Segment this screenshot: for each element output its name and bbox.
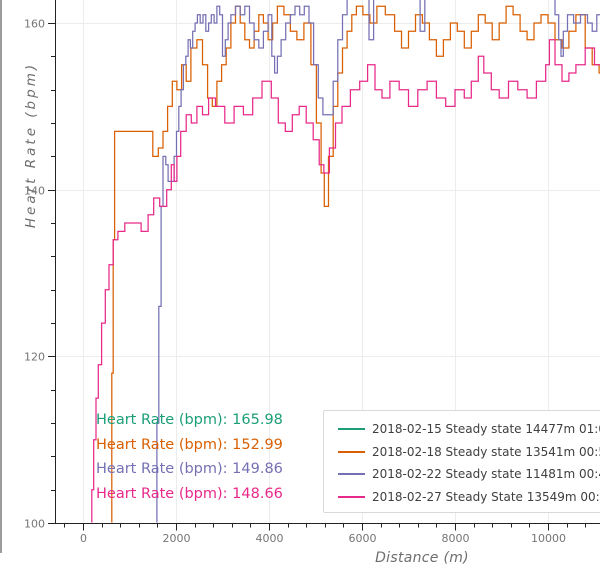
y-tick-label: 120	[24, 351, 45, 364]
x-tick-label: 10000	[531, 532, 566, 545]
window-edge	[0, 0, 2, 553]
x-axis-title: Distance (m)	[375, 550, 469, 566]
legend-item-label: 2018-02-15 Steady state 14477m 01:00:2	[372, 422, 600, 437]
legend-item-2018-02-27[interactable]: 2018-02-27 Steady State 13549m 00:56:4	[338, 486, 600, 509]
y-tick-label: 100	[24, 518, 45, 531]
x-tick-label: 8000	[442, 532, 470, 545]
x-tick-label: 6000	[349, 532, 377, 545]
legend-item-label: 2018-02-22 Steady state 11481m 00:49:1	[372, 467, 600, 482]
legend-line-swatch	[338, 495, 365, 498]
series-line-2018-02-18	[110, 5, 600, 523]
legend-item-label: 2018-02-27 Steady State 13549m 00:56:4	[372, 489, 600, 504]
legend-line-swatch	[338, 450, 365, 453]
chart-legend: 2018-02-15 Steady state 14477m 01:00:2 2…	[323, 410, 600, 513]
x-tick-label: 0	[80, 532, 87, 545]
legend-line-swatch	[338, 473, 365, 476]
legend-line-swatch	[338, 428, 365, 431]
legend-item-2018-02-15[interactable]: 2018-02-15 Steady state 14477m 01:00:2	[338, 418, 600, 441]
y-tick-label: 140	[24, 185, 45, 198]
value-label-2018-02-22: Heart Rate (bpm): 149.86	[96, 461, 283, 478]
value-label-2018-02-15: Heart Rate (bpm): 165.98	[96, 412, 283, 428]
legend-item-2018-02-18[interactable]: 2018-02-18 Steady state 13541m 00:56:0	[338, 441, 600, 464]
y-axis-title: Heart Rate (bpm)	[23, 61, 39, 229]
value-label-2018-02-18: Heart Rate (bpm): 152.99	[96, 436, 283, 453]
x-tick-label: 2000	[163, 532, 191, 545]
x-tick-label: 4000	[256, 532, 284, 545]
series-line-2018-02-27	[90, 39, 600, 523]
value-label-2018-02-27: Heart Rate (bpm): 148.66	[96, 486, 283, 503]
y-tick-label: 160	[24, 18, 45, 31]
legend-item-label: 2018-02-18 Steady state 13541m 00:56:0	[372, 444, 600, 459]
hover-value-readout: Heart Rate (bpm): 165.98 Heart Rate (bpm…	[96, 408, 283, 507]
legend-item-2018-02-22[interactable]: 2018-02-22 Steady state 11481m 00:49:1	[338, 463, 600, 486]
series-line-2018-02-22	[154, 0, 600, 523]
